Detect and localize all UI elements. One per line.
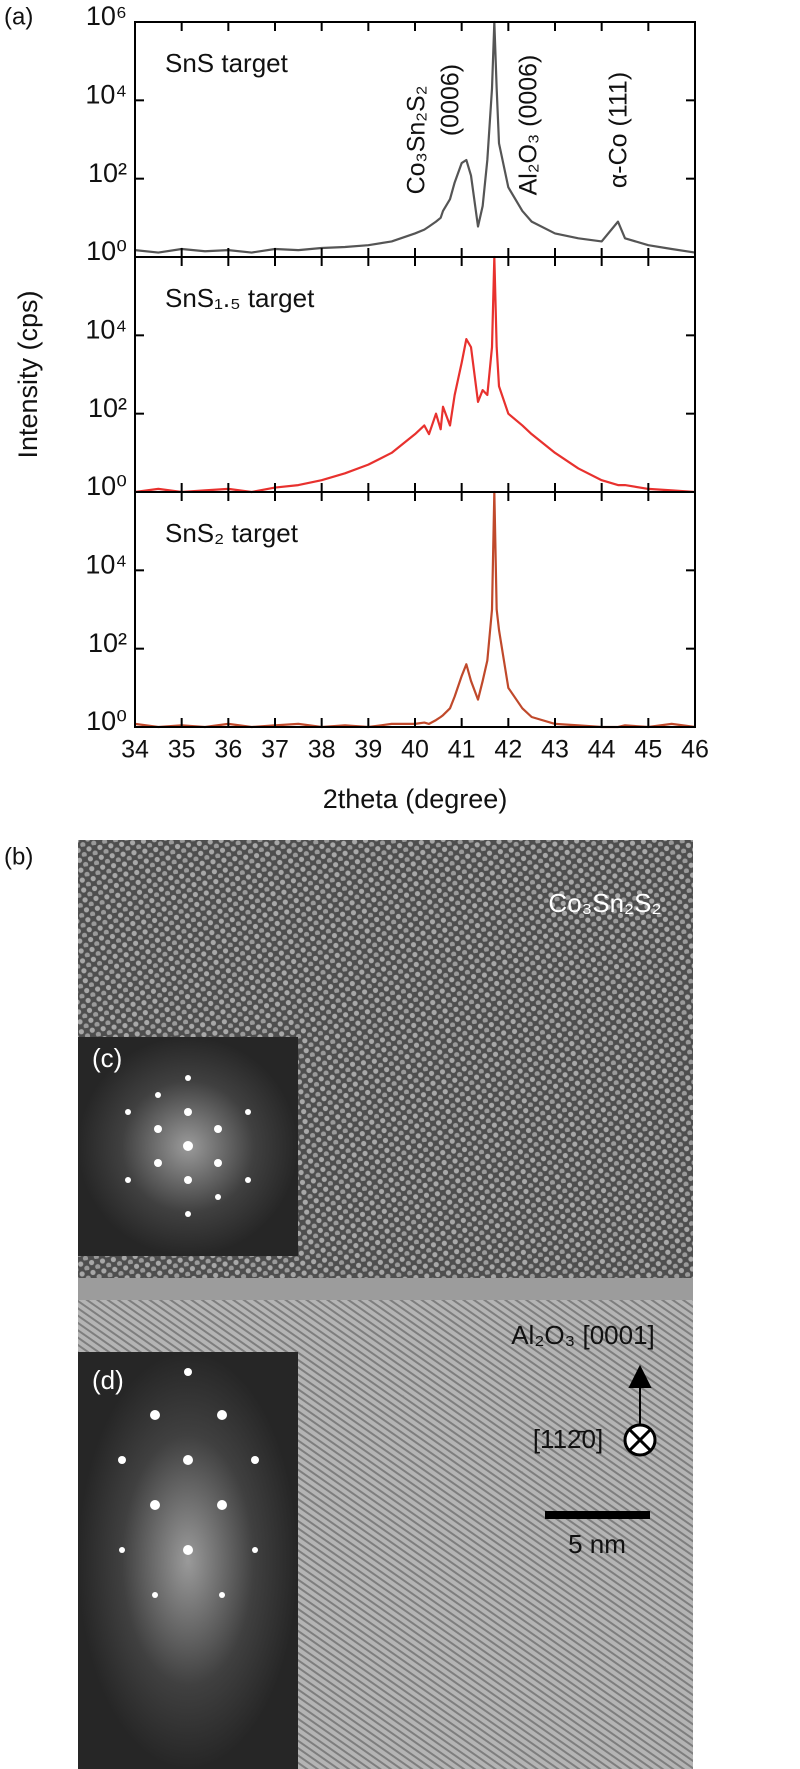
y-tick-label: 10⁰ [86, 471, 127, 501]
x-tick-label: 38 [308, 736, 336, 764]
y-tick-label: 10⁰ [86, 706, 127, 736]
x-tick-label: 45 [634, 736, 662, 764]
peak-annotation: (0006) [437, 64, 465, 136]
fft-inset [78, 1352, 298, 1769]
data-line [134, 255, 696, 494]
scale-bar [545, 1511, 650, 1519]
phase-label: Co₃Sn₂S₂ [548, 888, 661, 918]
y-tick-label: 10⁴ [85, 549, 127, 579]
y-tick-label: 10⁰ [86, 236, 127, 266]
inset-label: (c) [92, 1043, 122, 1073]
panel-label: (b) [4, 843, 33, 870]
y-tick-label: 10⁴ [85, 79, 127, 109]
x-tick-label: 34 [121, 736, 149, 764]
x-tick-label: 43 [541, 736, 569, 764]
x-axis-label: 2theta (degree) [323, 784, 508, 814]
y-tick-label: 10² [88, 158, 127, 188]
x-tick-label: 46 [681, 736, 709, 764]
x-tick-label: 37 [261, 736, 289, 764]
x-tick-label: 41 [448, 736, 476, 764]
data-line [134, 490, 696, 729]
fft-spots [118, 1368, 259, 1598]
direction-arrow [623, 1364, 657, 1457]
x-tick-label: 44 [588, 736, 616, 764]
peak-annotation: Co₃Sn₂S₂ [403, 86, 431, 195]
x-tick-label: 40 [401, 736, 429, 764]
fft-spots [125, 1075, 251, 1217]
peak-annotation: α-Co (111) [605, 72, 633, 188]
series-label: SnS₂ target [165, 518, 299, 548]
xrd-charts: SnS target 10⁰ 10² 10⁴ 10⁶ Co₃Sn₂S₂ (0006) Al₂O… [13, 1, 709, 814]
zone-axis-label: [112̄0] [533, 1424, 603, 1454]
series-label: SnS target [165, 48, 289, 78]
y-tick-label: 10⁴ [85, 314, 127, 344]
data-line [134, 20, 696, 254]
x-tick-label: 35 [168, 736, 196, 764]
inset-label: (d) [92, 1365, 124, 1395]
y-tick-label: 10⁶ [86, 1, 127, 31]
x-tick-label: 36 [214, 736, 242, 764]
peak-annotation: Al₂O₃ (0006) [515, 55, 543, 196]
direction-label: Al₂O₃ [0001] [511, 1320, 655, 1350]
interface [78, 1278, 693, 1302]
tem-image: Co₃Sn₂S₂ (c) (d) Al₂O₃ [0001] [112̄0] 5 … [78, 840, 693, 1769]
y-tick-label: 10² [88, 393, 127, 423]
panel-label: (a) [4, 3, 33, 30]
y-axis-label: Intensity (cps) [13, 290, 43, 458]
x-tick-label: 39 [354, 736, 382, 764]
series-label: SnS₁.₅ target [165, 283, 315, 313]
y-tick-label: 10² [88, 628, 127, 658]
x-tick-label: 42 [494, 736, 522, 764]
scale-bar-label: 5 nm [568, 1529, 626, 1559]
